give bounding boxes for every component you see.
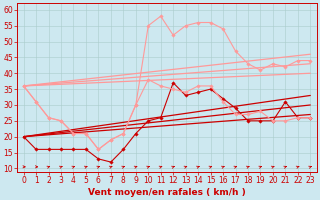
X-axis label: Vent moyen/en rafales ( km/h ): Vent moyen/en rafales ( km/h ) — [88, 188, 246, 197]
